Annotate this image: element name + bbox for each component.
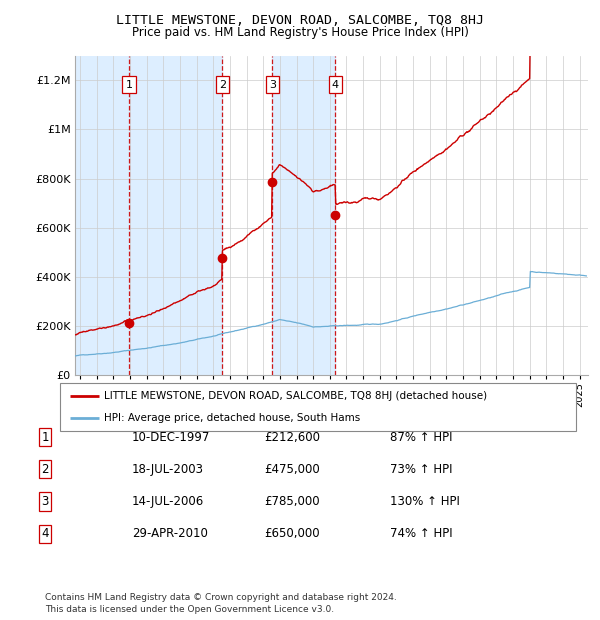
Text: 3: 3 bbox=[41, 495, 49, 508]
Text: 3: 3 bbox=[269, 79, 276, 89]
Text: 1: 1 bbox=[41, 431, 49, 443]
Text: 29-APR-2010: 29-APR-2010 bbox=[132, 528, 208, 540]
Text: 2: 2 bbox=[218, 79, 226, 89]
Text: LITTLE MEWSTONE, DEVON ROAD, SALCOMBE, TQ8 8HJ: LITTLE MEWSTONE, DEVON ROAD, SALCOMBE, T… bbox=[116, 14, 484, 27]
Text: 1: 1 bbox=[125, 79, 133, 89]
Text: 4: 4 bbox=[41, 528, 49, 540]
Text: 87% ↑ HPI: 87% ↑ HPI bbox=[390, 431, 452, 443]
Text: LITTLE MEWSTONE, DEVON ROAD, SALCOMBE, TQ8 8HJ (detached house): LITTLE MEWSTONE, DEVON ROAD, SALCOMBE, T… bbox=[104, 391, 487, 401]
Text: £785,000: £785,000 bbox=[264, 495, 320, 508]
Text: 4: 4 bbox=[332, 79, 339, 89]
FancyBboxPatch shape bbox=[60, 383, 576, 431]
Text: 18-JUL-2003: 18-JUL-2003 bbox=[132, 463, 204, 476]
Text: 73% ↑ HPI: 73% ↑ HPI bbox=[390, 463, 452, 476]
Text: 74% ↑ HPI: 74% ↑ HPI bbox=[390, 528, 452, 540]
Text: 130% ↑ HPI: 130% ↑ HPI bbox=[390, 495, 460, 508]
Text: 10-DEC-1997: 10-DEC-1997 bbox=[132, 431, 211, 443]
Text: HPI: Average price, detached house, South Hams: HPI: Average price, detached house, Sout… bbox=[104, 413, 360, 423]
Text: 2: 2 bbox=[41, 463, 49, 476]
Text: £650,000: £650,000 bbox=[264, 528, 320, 540]
Text: Contains HM Land Registry data © Crown copyright and database right 2024.
This d: Contains HM Land Registry data © Crown c… bbox=[45, 593, 397, 614]
Text: 14-JUL-2006: 14-JUL-2006 bbox=[132, 495, 204, 508]
Bar bbox=[75, 56, 222, 375]
Bar bbox=[272, 56, 335, 375]
Text: £475,000: £475,000 bbox=[264, 463, 320, 476]
Text: £212,600: £212,600 bbox=[264, 431, 320, 443]
Text: Price paid vs. HM Land Registry's House Price Index (HPI): Price paid vs. HM Land Registry's House … bbox=[131, 26, 469, 39]
